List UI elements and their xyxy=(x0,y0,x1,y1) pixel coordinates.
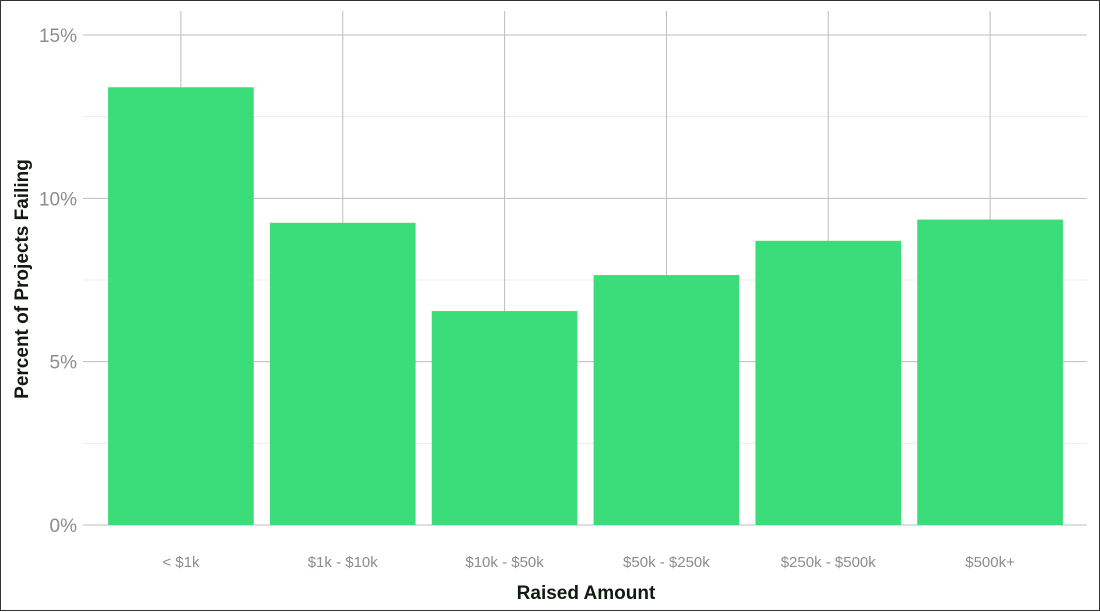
bar xyxy=(593,275,740,525)
y-tick-label: 0% xyxy=(50,516,78,537)
y-tick-label: 15% xyxy=(39,26,77,47)
x-tick-label: $10k - $50k xyxy=(465,554,544,571)
tick-layer: 0% 5% 10% 15% < $1k $1k - $10k $10k - $50k $50k… xyxy=(39,26,1015,571)
x-tick-label: $1k - $10k xyxy=(308,554,379,571)
x-tick-label: $500k+ xyxy=(965,554,1015,571)
bar xyxy=(755,240,902,526)
y-tick-label: 5% xyxy=(50,353,78,374)
x-tick-label: $250k - $500k xyxy=(781,554,877,571)
bar xyxy=(917,219,1063,526)
bar xyxy=(431,311,578,525)
bar xyxy=(269,222,416,526)
y-tick-label: 10% xyxy=(39,189,77,210)
bar-layer xyxy=(108,87,1063,526)
bar xyxy=(108,87,254,526)
x-axis-title: Raised Amount xyxy=(517,583,656,604)
x-tick-label: < $1k xyxy=(162,554,200,571)
x-tick-label: $50k - $250k xyxy=(623,554,710,571)
y-axis-title: Percent of Projects Failing xyxy=(12,159,33,399)
